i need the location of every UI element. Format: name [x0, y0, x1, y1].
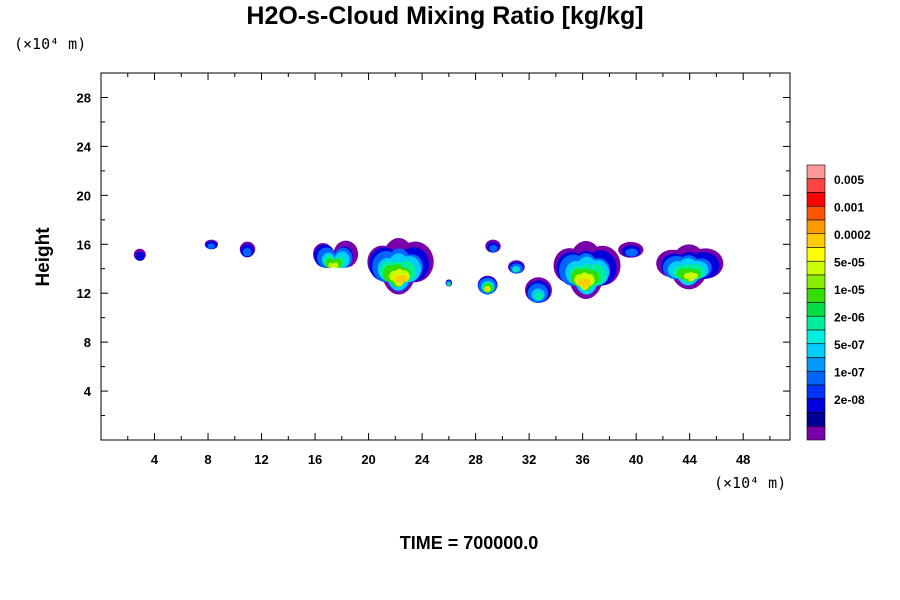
cloud-region — [485, 239, 501, 253]
cloud-region — [618, 241, 644, 258]
cloud-region — [508, 260, 525, 274]
cloud-contour — [484, 287, 489, 292]
cloud-region — [553, 240, 621, 299]
cloud-contour — [332, 262, 339, 269]
colorbar-swatch — [806, 302, 826, 317]
cloud-field — [133, 238, 724, 304]
colorbar-label: 0.005 — [834, 173, 864, 187]
colorbar-label: 0.001 — [834, 200, 864, 214]
colorbar-swatch — [806, 219, 826, 235]
cloud-contour — [583, 278, 591, 287]
cloud-region — [367, 238, 434, 295]
colorbar-label: 5e-07 — [834, 338, 865, 352]
cloud-region — [239, 241, 256, 258]
cloud-contour — [242, 247, 252, 257]
colorbar-swatch — [806, 315, 826, 331]
y-unit-label: (×10⁴ m) — [14, 35, 86, 53]
colorbar-label: 2e-06 — [834, 310, 865, 324]
colorbar-swatch — [806, 384, 826, 400]
cloud-region — [656, 244, 724, 290]
colorbar-legend: 0.005 0.001 0.0002 5e-05 1e-05 2e-06 5e-07 1e-0… — [806, 164, 871, 441]
x-tick-label: 36 — [575, 452, 589, 467]
x-tick-label: 4 — [151, 452, 159, 467]
colorbar-swatch — [806, 412, 826, 427]
colorbar-swatch — [806, 357, 826, 372]
cloud-contour — [625, 248, 639, 257]
colorbar-swatch — [806, 178, 826, 193]
colorbar-swatch — [806, 247, 826, 262]
x-tick-label: 8 — [204, 452, 211, 467]
colorbar-label: 1e-05 — [834, 283, 865, 297]
cloud-contour — [328, 262, 333, 268]
x-tick-label: 48 — [736, 452, 750, 467]
colorbar-label: 1e-07 — [834, 365, 865, 379]
colorbar-swatch — [806, 192, 826, 207]
y-axis-label: Height — [33, 227, 54, 287]
cloud-contour — [534, 292, 543, 300]
colorbar-label: 5e-05 — [834, 255, 865, 269]
cloud-contour — [448, 283, 451, 286]
cloud-region — [313, 240, 359, 269]
colorbar-swatch — [806, 329, 826, 345]
x-tick-label: 40 — [629, 452, 643, 467]
x-tick-label: 16 — [308, 452, 322, 467]
chart-title: H2O-s-Cloud Mixing Ratio [kg/kg] — [246, 2, 643, 30]
y-tick-label: 16 — [77, 237, 91, 252]
colorbar-swatch — [806, 274, 826, 290]
y-tick-label: 12 — [77, 286, 91, 301]
y-tick-label: 28 — [77, 90, 91, 105]
x-tick-label: 44 — [682, 452, 697, 467]
x-tick-label: 20 — [361, 452, 375, 467]
colorbar-swatch — [806, 205, 826, 221]
x-unit-label: (×10⁴ m) — [714, 474, 786, 492]
cloud-contour — [135, 251, 145, 262]
colorbar-swatch — [806, 164, 826, 180]
cloud-contour — [513, 268, 519, 273]
cloud-contour — [690, 272, 699, 280]
cloud-region — [524, 277, 552, 304]
colorbar-swatch — [806, 288, 826, 303]
cloud-contour — [489, 245, 498, 253]
colorbar-swatch — [806, 398, 826, 413]
colorbar-swatch — [806, 343, 826, 358]
y-tick-label: 20 — [77, 188, 91, 203]
colorbar-swatch — [806, 370, 826, 386]
x-tick-label: 32 — [522, 452, 536, 467]
colorbar-label: 2e-08 — [834, 393, 865, 407]
cloud-region — [133, 248, 146, 262]
time-label: TIME = 700000.0 — [400, 533, 539, 553]
cloud-contour — [207, 243, 215, 249]
x-tick-label: 24 — [415, 452, 430, 467]
cloud-region — [204, 239, 218, 250]
colorbar-swatch — [806, 425, 826, 441]
colorbar-label: 0.0002 — [834, 228, 871, 242]
x-tick-label: 28 — [468, 452, 482, 467]
x-tick-label: 12 — [254, 452, 268, 467]
y-tick-label: 8 — [84, 335, 91, 350]
cloud-contour — [400, 274, 408, 283]
cloud-region — [445, 279, 453, 287]
y-tick-label: 24 — [77, 139, 92, 154]
colorbar-swatch — [806, 233, 826, 248]
y-tick-label: 4 — [84, 384, 92, 399]
colorbar-swatch — [806, 260, 826, 276]
cloud-region — [477, 275, 498, 295]
